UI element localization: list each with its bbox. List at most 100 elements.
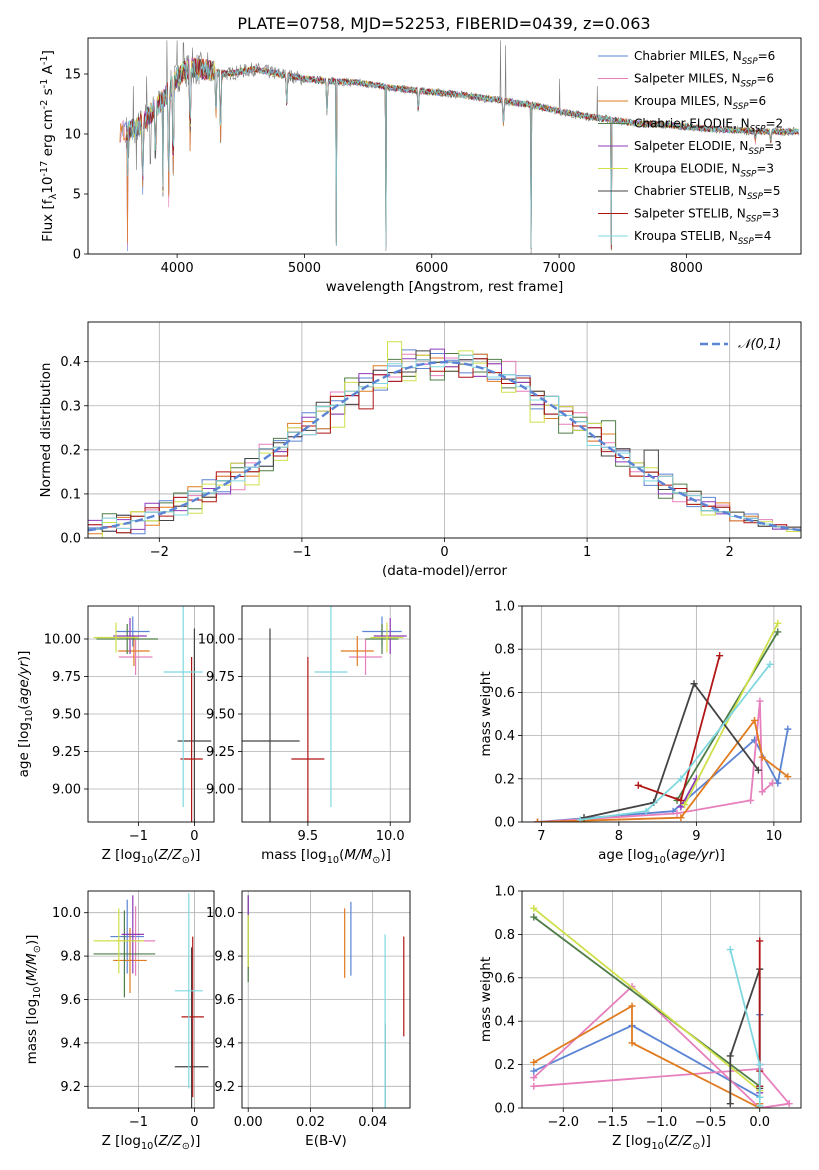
weight-point-salpeter_miles — [747, 796, 755, 804]
axes-frame — [521, 890, 802, 1109]
y-tick-label: 9.8 — [60, 950, 81, 965]
x-tick-label: 9 — [692, 829, 700, 844]
label-fragment: 10 — [327, 855, 339, 866]
y-tick-label: 5 — [73, 188, 81, 203]
weight-point-kroupa_elodie — [774, 619, 782, 627]
x-tick-label: 10 — [766, 829, 783, 844]
label-fragment: s — [40, 88, 56, 99]
label-fragment: Kroupa MILES, N — [634, 94, 733, 108]
x-axis-label: wavelength [Angstrom, rest frame] — [326, 279, 564, 295]
label-fragment: M/M — [24, 953, 40, 981]
y-tick-label: 0.2 — [494, 1058, 515, 1073]
plot-area — [88, 891, 214, 1108]
label-fragment: ] — [40, 50, 56, 55]
legend-label: Salpeter ELODIE, NSSP=3 — [634, 139, 782, 157]
x-tick-label: 0 — [190, 1115, 198, 1130]
label-fragment: ( — [666, 847, 671, 863]
weight-point-chabrier_stelib — [726, 1100, 734, 1108]
label-fragment: =3 — [762, 207, 780, 221]
legend-label: Chabrier MILES, NSSP=6 — [634, 49, 775, 67]
label-fragment: Z/Z — [158, 847, 183, 863]
label-fragment: =6 — [749, 94, 767, 108]
x-tick-label: −2 — [150, 545, 169, 560]
y-tick-label: 15 — [64, 68, 81, 83]
y-tick-label: 0.6 — [494, 686, 515, 701]
weight-point-kroupa_stelib — [642, 807, 650, 815]
x-axis-label: Z [log10(Z/Z⊙)] — [102, 1133, 201, 1152]
weight-point-kroupa_stelib — [756, 1061, 764, 1069]
label-fragment: )] — [714, 847, 725, 863]
label-fragment: ⊙ — [182, 855, 190, 866]
label-fragment: Salpeter ELODIE, N — [634, 139, 748, 153]
x-tick-label: −1 — [129, 1115, 148, 1130]
label-fragment: E(B-V) — [305, 1133, 347, 1149]
weight-line-chabrier_miles — [533, 1014, 761, 1099]
weight-point-kroupa_miles — [530, 1058, 538, 1066]
weight-point-kroupa_miles — [677, 814, 685, 822]
label-fragment: 10 — [32, 986, 43, 998]
model-spectrum-salpeter_stelib — [125, 57, 799, 250]
label-fragment: Salpeter MILES, N — [634, 72, 741, 86]
x-axis-label: age [log10(age/yr)] — [598, 847, 725, 866]
label-fragment: ( — [339, 847, 344, 863]
label-fragment: ⊙ — [182, 1141, 190, 1152]
y-tick-label: 10.0 — [52, 906, 81, 921]
x-tick-label: −0.5 — [695, 1115, 727, 1130]
weight-point-salpeter_miles — [530, 1074, 538, 1082]
label-fragment: A — [40, 64, 56, 78]
panel-weight_vs_Z: −2.0 −1.5 −1.0 −0.5 0.0 0.0 0.2 0.4 0.6 0.8 1.0 Z [… — [478, 885, 802, 1152]
x-axis-label: Z [log10(Z/Z⊙)] — [612, 1133, 711, 1152]
weight-line-salpeter_elodie — [680, 778, 698, 808]
label-fragment: 10 — [24, 710, 35, 722]
label-fragment: Kroupa ELODIE, N — [634, 162, 741, 176]
x-tick-label: 7 — [537, 829, 545, 844]
y-tick-label: 0.4 — [60, 355, 81, 370]
weight-point-salpeter_miles — [785, 1100, 793, 1108]
label-fragment: mass [log — [24, 999, 40, 1065]
weight-point-salpeter_stelib — [634, 781, 642, 789]
y-tick-label: 0.4 — [494, 729, 515, 744]
panel-mass_vs_Z: −1 09.29.49.69.810.0Z [log10(Z/Z⊙)]mass [… — [24, 890, 215, 1152]
y-tick-label: 10.00 — [198, 633, 235, 648]
label-fragment: )] — [380, 847, 391, 863]
weight-point-kroupa_stelib — [576, 816, 584, 822]
label-fragment: wavelength [Angstrom, rest frame] — [326, 279, 564, 295]
weight-point-salpeter_miles — [758, 788, 766, 796]
x-tick-label: 9.5 — [298, 829, 319, 844]
weight-line-chabrier_elodie — [533, 916, 761, 1088]
label-fragment: ( — [24, 981, 40, 986]
y-tick-label: 9.00 — [206, 783, 235, 798]
label-fragment: SSP — [738, 237, 755, 247]
label-fragment: Kroupa STELIB, N — [634, 229, 738, 243]
label-fragment: )] — [700, 1133, 711, 1149]
legend-label: Chabrier ELODIE, NSSP=2 — [634, 117, 783, 135]
label-fragment: mass weight — [478, 671, 494, 756]
weight-point-salpeter_miles — [530, 1082, 538, 1090]
y-tick-label: 10.00 — [44, 633, 81, 648]
label-fragment: age [log — [598, 847, 653, 863]
label-fragment: Z [log — [102, 1133, 141, 1149]
label-fragment: =3 — [764, 139, 782, 153]
plot-area — [88, 606, 214, 822]
weight-point-kroupa_stelib — [756, 1093, 764, 1101]
x-axis-label: E(B-V) — [305, 1133, 347, 1149]
weight-line-salpeter_miles — [533, 985, 791, 1108]
y-tick-label: 10.0 — [206, 906, 235, 921]
legend-label: Kroupa ELODIE, NSSP=3 — [634, 162, 774, 180]
x-tick-label: 7000 — [543, 261, 576, 276]
y-tick-label: 0.3 — [60, 399, 81, 414]
label-fragment: )] — [190, 1133, 201, 1149]
label-fragment: mass [log — [261, 847, 327, 863]
axes-frame — [87, 605, 215, 823]
x-tick-label: 0.0 — [749, 1115, 770, 1130]
weight-point-kroupa_miles — [534, 818, 541, 822]
model-spectrum-kroupa_stelib — [125, 60, 799, 249]
y-tick-label: 0.6 — [494, 971, 515, 986]
label-fragment: Z/Z — [158, 1133, 183, 1149]
y-axis-label: mass weight — [478, 957, 494, 1042]
y-tick-label: 0.8 — [494, 643, 515, 658]
axes-frame — [87, 321, 802, 539]
y-tick-label: 9.4 — [60, 1036, 81, 1051]
y-tick-label: 0 — [73, 248, 81, 263]
